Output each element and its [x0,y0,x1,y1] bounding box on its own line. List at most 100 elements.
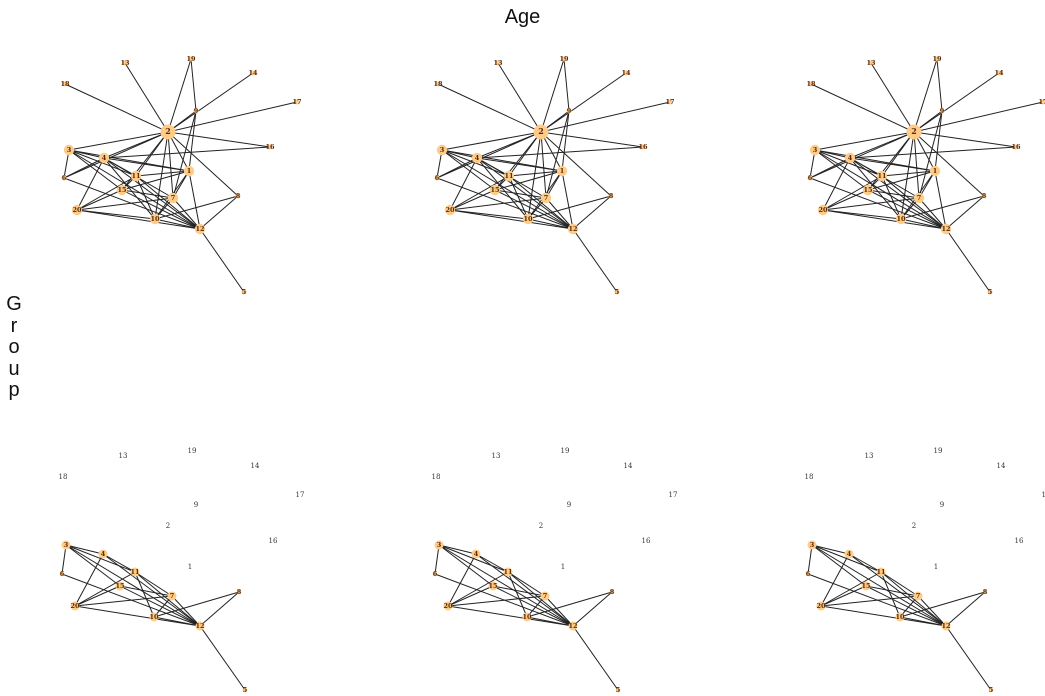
network-edge [913,58,938,133]
network-node [443,601,453,611]
node-label: 1 [560,167,565,175]
network-edge [867,170,936,191]
network-node [895,213,907,225]
network-edge [61,544,67,575]
network-node [868,60,874,66]
node-label: 5 [989,686,994,694]
network-edge [865,585,947,627]
node-label: 18 [432,473,441,481]
network-edge [124,62,169,133]
network-edge [76,175,137,211]
node-label: 19 [934,447,943,455]
network-edge [540,101,671,133]
node-label: 17 [1038,98,1045,106]
network-edge [809,157,851,179]
network-node [167,192,179,204]
network-edge [103,157,190,172]
network-edge [814,149,883,177]
network-edge [540,131,644,148]
node-label: 20 [72,206,82,214]
network-edge [918,110,943,199]
network-edge [544,595,574,627]
network-edge [121,170,190,191]
network-edge [917,595,947,627]
network-node [876,170,888,182]
node-label: 6 [433,570,438,578]
network-node [195,621,205,631]
network-node [615,687,621,693]
network-edge [103,157,201,230]
network-edge [572,228,618,293]
network-edge [494,131,542,191]
network-edge [135,175,156,220]
network-edge [199,195,239,230]
node-label: 16 [642,537,651,545]
network-edge [447,595,546,607]
network-edge [820,571,882,607]
network-node [1040,99,1045,105]
node-label: 19 [188,447,197,455]
node-label: 13 [493,59,503,67]
node-label: 20 [818,206,828,214]
network-edge [68,149,201,230]
network-edge [103,157,156,220]
node-label: 20 [816,602,826,610]
node-label: 15 [488,582,498,590]
network-node [540,591,550,601]
network-node [808,81,814,87]
network-node [432,571,438,577]
network-edge [820,605,947,627]
node-label: 2 [166,522,170,530]
node-label: 2 [912,522,916,530]
network-node [503,567,513,577]
network-edge [74,595,173,607]
network-edge [881,170,936,177]
node-label: 15 [117,186,127,194]
node-label: 5 [243,686,248,694]
network-edge [913,131,985,197]
network-edge [945,591,986,627]
network-edge [134,571,173,597]
network-node [568,621,578,631]
network-edge [172,110,197,199]
network-node [623,70,629,76]
node-label: 5 [615,288,620,296]
node-label: 6 [60,570,65,578]
network-edge [134,571,201,627]
network-edge [121,131,169,191]
network-edge [74,585,121,607]
network-node [115,581,125,591]
node-label: 12 [568,622,577,630]
network-edge [822,157,851,211]
network-node [561,56,567,62]
network-edge [572,625,619,691]
network-edge [492,585,574,627]
node-label: 9 [940,107,945,115]
network-node [495,60,501,66]
node-label: 3 [64,541,69,549]
node-label: 11 [504,172,513,180]
network-edge [441,131,542,151]
network-edge [934,170,947,230]
network-node [844,549,854,559]
network-node [242,687,248,693]
node-label: 4 [474,550,479,558]
network-node [122,60,128,66]
network-edge [441,149,496,191]
node-label: 9 [940,501,944,509]
network-node [434,175,440,181]
network-node [167,591,177,601]
node-label: 11 [131,172,140,180]
network-edge [438,544,494,587]
node-label: 13 [866,59,876,67]
network-edge [913,131,920,199]
node-label: 8 [236,192,241,200]
node-label: 8 [983,588,988,596]
network-edge [822,197,920,211]
network-node [59,571,65,577]
node-label: 13 [119,452,128,460]
network-edge [867,189,920,199]
network-edge [526,616,574,627]
network-edge [68,149,123,191]
